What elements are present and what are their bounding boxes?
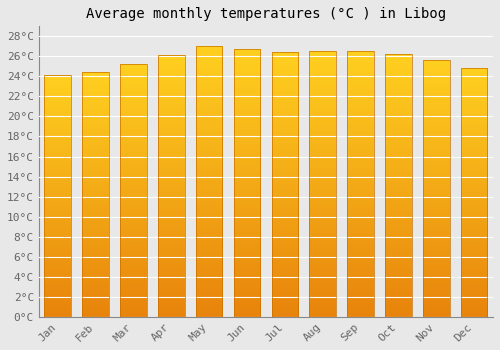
Bar [272, 52, 298, 317]
Bar [196, 46, 222, 317]
Bar [120, 64, 146, 317]
Bar [44, 75, 71, 317]
Bar [461, 68, 487, 317]
Bar [348, 51, 374, 317]
Bar [158, 55, 184, 317]
Bar [310, 51, 336, 317]
Bar [385, 54, 411, 317]
Title: Average monthly temperatures (°C ) in Libog: Average monthly temperatures (°C ) in Li… [86, 7, 446, 21]
Bar [234, 49, 260, 317]
Bar [423, 60, 450, 317]
Bar [82, 72, 109, 317]
